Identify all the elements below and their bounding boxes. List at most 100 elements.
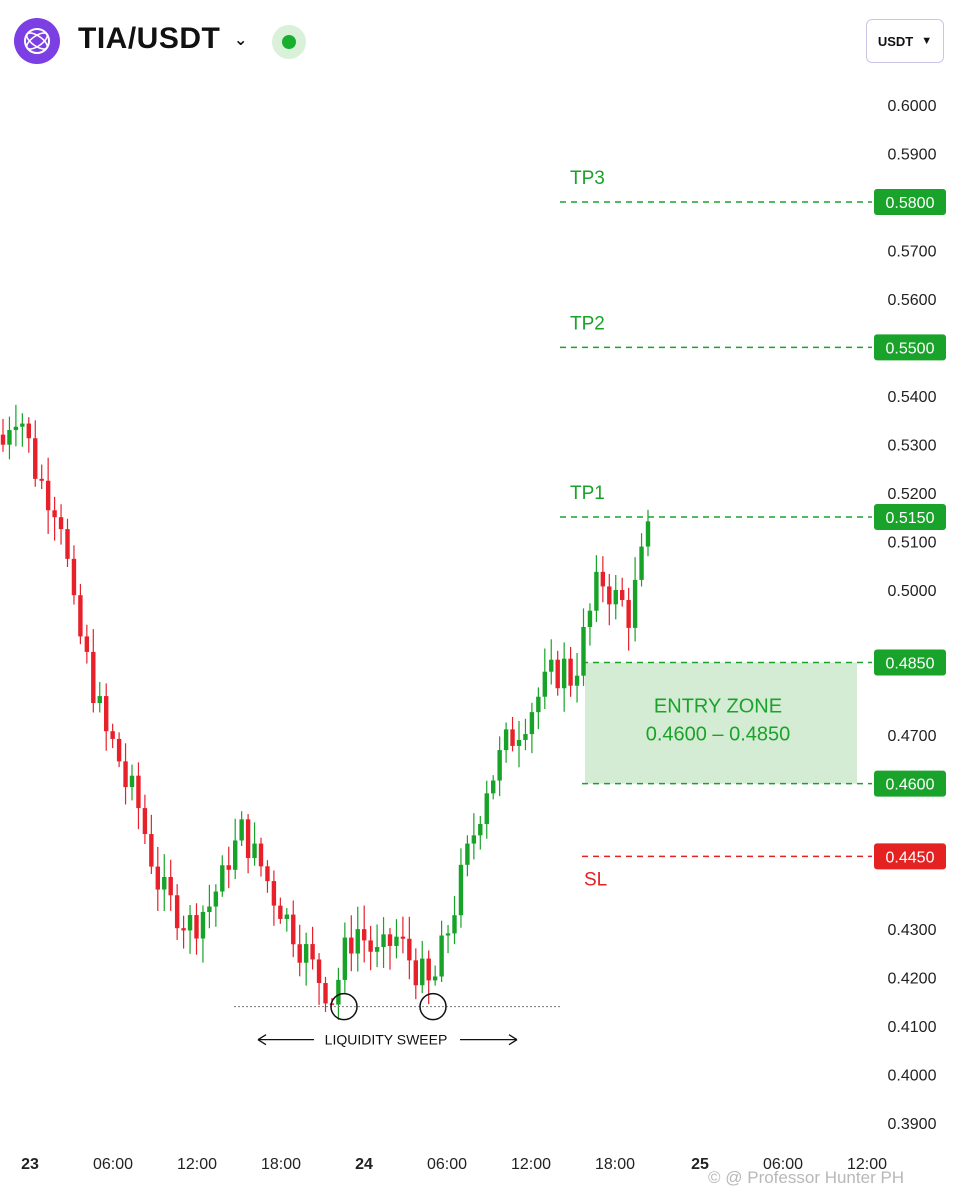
candle <box>620 577 625 607</box>
celestia-logo-icon[interactable] <box>14 18 60 64</box>
candle-body <box>207 906 212 912</box>
candle <box>13 404 19 447</box>
candle-body <box>362 929 367 941</box>
candle <box>71 545 77 605</box>
quote-currency-select[interactable]: USDT ▼ <box>866 19 944 63</box>
candle <box>613 574 618 620</box>
candle-body <box>33 438 38 479</box>
sweep-label: LIQUIDITY SWEEP <box>325 1032 448 1048</box>
chevron-down-icon[interactable]: ⌄ <box>234 32 248 49</box>
price-tag <box>874 843 946 870</box>
candle <box>529 702 535 754</box>
candle-body <box>626 600 631 628</box>
candle <box>478 815 483 850</box>
candle-body <box>349 937 354 954</box>
candle-body <box>620 590 625 601</box>
candle-body <box>523 734 528 740</box>
candle-body <box>245 819 251 859</box>
candle <box>52 496 57 541</box>
candle <box>162 854 167 912</box>
y-tick-label: 0.5100 <box>888 534 937 551</box>
candle-body <box>600 571 606 587</box>
candle-body <box>239 819 244 841</box>
candle-body <box>136 775 141 809</box>
watermark: © @ Professor Hunter PH <box>708 1168 905 1187</box>
candle-body <box>374 947 380 952</box>
candle <box>458 848 464 928</box>
candle <box>116 732 122 768</box>
candle-body <box>181 928 186 931</box>
candle <box>220 855 225 897</box>
candle-body <box>439 935 444 977</box>
candle-body <box>194 915 199 939</box>
candle-body <box>13 426 19 431</box>
entry-zone <box>585 662 857 784</box>
candle-body <box>252 843 257 859</box>
candle-body <box>549 659 554 672</box>
candle <box>626 587 631 651</box>
candle <box>336 967 341 1020</box>
candle-body <box>387 934 393 946</box>
candle <box>78 583 83 645</box>
candle-body <box>355 929 360 954</box>
arrow-right-icon <box>508 1034 518 1046</box>
candle-body <box>561 658 567 689</box>
candle <box>510 716 515 752</box>
candle-body <box>129 775 135 788</box>
price-tag <box>874 770 946 797</box>
price-tag-label: 0.4450 <box>886 849 935 866</box>
arrow-left-icon <box>257 1034 267 1046</box>
y-tick-label: 0.5600 <box>888 292 937 309</box>
candle <box>194 903 199 955</box>
candle-body <box>368 940 373 952</box>
sweep-circle <box>419 992 447 1021</box>
candle-body <box>594 571 599 611</box>
candle <box>265 860 270 893</box>
candle <box>394 919 399 959</box>
candle <box>432 965 438 986</box>
candle <box>407 916 412 980</box>
candle <box>97 682 102 713</box>
candle <box>471 813 477 860</box>
candle <box>445 924 451 954</box>
candle <box>284 908 289 932</box>
candle-body <box>97 696 102 704</box>
candle-body <box>510 729 515 746</box>
level-label: TP3 <box>570 168 605 189</box>
y-tick-label: 0.4300 <box>888 922 937 939</box>
candle <box>84 624 90 664</box>
candle <box>465 835 470 877</box>
candle-body <box>503 729 509 751</box>
x-tick-label: 12:00 <box>511 1156 551 1173</box>
candle <box>258 837 264 877</box>
candle-body <box>381 934 386 948</box>
candle <box>297 924 302 977</box>
price-tag-label: 0.5150 <box>886 510 935 527</box>
candle-body <box>20 423 25 427</box>
candle <box>174 884 180 940</box>
candle-body <box>45 480 51 511</box>
candle <box>374 924 380 968</box>
candle <box>342 922 348 993</box>
candle-body <box>52 510 57 518</box>
candle-body <box>123 761 128 788</box>
y-tick-label: 0.5200 <box>888 486 937 503</box>
x-tick-label: 06:00 <box>427 1156 467 1173</box>
candle-body <box>116 738 122 762</box>
pair-title[interactable]: TIA/USDT <box>78 22 221 55</box>
y-tick-label: 0.5700 <box>888 243 937 260</box>
candle-body <box>413 960 418 986</box>
y-tick-label: 0.4000 <box>888 1068 937 1085</box>
price-tag <box>874 649 946 676</box>
chevron-down-icon: ▼ <box>921 35 933 47</box>
candle-body <box>471 835 477 844</box>
candle <box>349 915 354 972</box>
candle-body <box>71 558 77 596</box>
y-tick-label: 0.5400 <box>888 389 937 406</box>
candle <box>181 915 186 949</box>
candle <box>33 420 38 487</box>
candle <box>400 916 406 954</box>
candle <box>187 905 193 954</box>
candle-body <box>400 936 406 939</box>
